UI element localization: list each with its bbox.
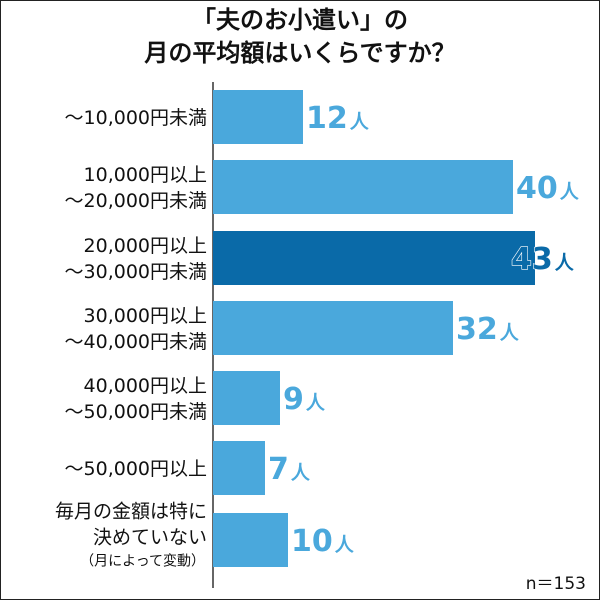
value-unit-7: 人	[335, 534, 355, 556]
value-number-4: 32	[456, 312, 498, 347]
category-label-4-line-1: 30,000円以上	[84, 305, 207, 327]
category-label-5-line-2: 〜50,000円未満	[65, 401, 207, 423]
bar-5	[213, 371, 280, 425]
category-label-7-line-1: 毎月の金額は特に	[55, 501, 207, 523]
value-unit-4: 人	[500, 322, 520, 344]
category-label-7-line-2: 決めていない	[93, 527, 207, 549]
category-label-3-line-1: 20,000円以上	[84, 235, 207, 257]
value-label-7: 10 人	[291, 524, 355, 559]
bar-2	[213, 160, 513, 214]
bar-7	[213, 513, 288, 567]
category-label-2-line-1: 10,000円以上	[84, 164, 207, 186]
category-note-7: （月によって変動）	[80, 553, 205, 570]
category-label-3-line-2: 〜30,000円未満	[65, 261, 207, 283]
category-label-5-line-1: 40,000円以上	[84, 375, 207, 397]
category-label-6-line-1: 〜50,000円以上	[65, 458, 207, 480]
value-label-1: 12 人	[306, 101, 370, 136]
value-number-1: 12	[306, 101, 348, 136]
chart-title-line-2: 月の平均額はいくらですか？	[144, 39, 456, 67]
chart-title: 「夫のお小遣い」の 月の平均額はいくらですか？	[0, 4, 600, 70]
value-number-3: 43	[511, 242, 553, 277]
value-label-4: 32 人	[456, 312, 520, 347]
value-unit-6: 人	[291, 462, 311, 484]
bar-3	[213, 231, 535, 285]
chart-title-line-1: 「夫のお小遣い」の	[192, 6, 408, 34]
value-label-2: 40 人	[516, 171, 580, 206]
value-unit-3: 人	[555, 252, 575, 274]
value-number-5: 9	[283, 382, 304, 417]
bar-6	[213, 441, 265, 495]
value-number-7: 10	[291, 524, 333, 559]
category-label-1-line-1: 〜10,000円未満	[65, 107, 207, 129]
value-unit-1: 人	[350, 111, 370, 133]
value-number-2: 40	[516, 171, 558, 206]
sample-size-note: n＝153	[525, 574, 586, 594]
bar-4	[213, 301, 453, 355]
category-label-2-line-2: 〜20,000円未満	[65, 190, 207, 212]
category-label-4-line-2: 〜40,000円未満	[65, 331, 207, 353]
value-label-3: 43 人	[511, 242, 575, 277]
value-unit-5: 人	[306, 392, 326, 414]
value-number-6: 7	[268, 452, 289, 487]
bar-1	[213, 90, 303, 144]
value-unit-2: 人	[560, 181, 580, 203]
